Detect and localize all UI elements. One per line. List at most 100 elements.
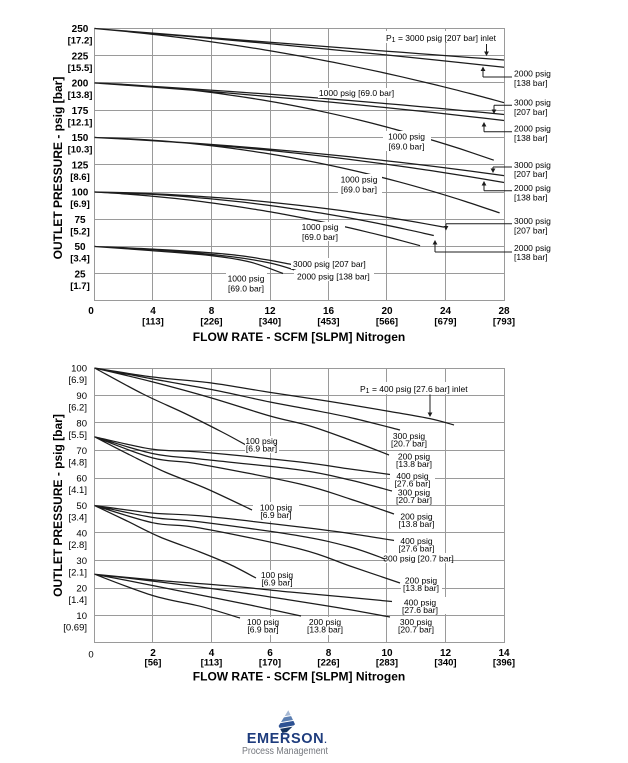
svg-text:[12.1]: [12.1] [68, 117, 93, 128]
svg-text:3000 psig: 3000 psig [514, 160, 551, 170]
svg-text:1000 psig: 1000 psig [228, 274, 265, 284]
svg-text:12: 12 [264, 306, 276, 317]
svg-text:[6.9 bar]: [6.9 bar] [247, 625, 278, 635]
svg-text:[5.5]: [5.5] [69, 430, 88, 441]
svg-text:[340]: [340] [434, 658, 456, 669]
svg-text:[20.7 bar]: [20.7 bar] [398, 625, 434, 635]
svg-text:[20.7 bar]: [20.7 bar] [391, 439, 427, 449]
svg-text:1000 psig [69.0 bar]: 1000 psig [69.0 bar] [319, 88, 394, 98]
svg-text:[6.2]: [6.2] [69, 402, 88, 413]
svg-text:125: 125 [72, 160, 89, 171]
svg-text:400 psig: 400 psig [396, 471, 428, 481]
svg-text:[2.8]: [2.8] [69, 540, 88, 551]
svg-text:[3.4]: [3.4] [69, 512, 88, 523]
svg-text:[113]: [113] [142, 317, 164, 328]
svg-text:OUTLET PRESSURE - psig [bar]: OUTLET PRESSURE - psig [bar] [51, 414, 65, 597]
svg-text:175: 175 [72, 106, 89, 117]
svg-text:100: 100 [72, 188, 89, 199]
svg-text:1000 psig: 1000 psig [341, 175, 378, 185]
svg-text:200 psig: 200 psig [400, 512, 432, 522]
svg-text:12: 12 [440, 648, 452, 659]
svg-text:1000 psig: 1000 psig [302, 222, 339, 232]
svg-text:100 psig: 100 psig [260, 503, 292, 513]
svg-text:300 psig: 300 psig [398, 488, 430, 498]
svg-text:200 psig: 200 psig [398, 452, 430, 462]
svg-text:80: 80 [76, 418, 87, 429]
svg-text:[4.8]: [4.8] [69, 457, 88, 468]
svg-text:25: 25 [74, 269, 86, 280]
svg-text:400 psig: 400 psig [400, 536, 432, 546]
svg-text:2000 psig: 2000 psig [514, 243, 551, 253]
svg-text:[226]: [226] [317, 658, 339, 669]
svg-text:60: 60 [76, 473, 87, 484]
svg-text:[27.6 bar]: [27.6 bar] [402, 605, 438, 615]
svg-text:8: 8 [326, 648, 332, 659]
svg-text:[6.9 bar]: [6.9 bar] [261, 578, 292, 588]
svg-text:50: 50 [74, 242, 86, 253]
svg-text:[6.9 bar]: [6.9 bar] [246, 444, 277, 454]
svg-text:[69.0 bar]: [69.0 bar] [389, 142, 425, 152]
svg-text:[4.1]: [4.1] [69, 485, 88, 496]
svg-text:[226]: [226] [200, 317, 222, 328]
svg-text:4: 4 [150, 306, 156, 317]
svg-text:20: 20 [76, 583, 87, 594]
svg-text:FLOW RATE - SCFM [SLPM] Nitrog: FLOW RATE - SCFM [SLPM] Nitrogen [193, 330, 405, 344]
svg-text:200: 200 [72, 79, 89, 90]
svg-text:[207 bar]: [207 bar] [514, 107, 548, 117]
svg-text:[793]: [793] [493, 317, 515, 328]
svg-text:20: 20 [381, 306, 393, 317]
svg-text:90: 90 [76, 391, 87, 402]
svg-text:24: 24 [440, 306, 452, 317]
svg-text:[17.2]: [17.2] [68, 36, 93, 47]
svg-text:[138 bar]: [138 bar] [514, 133, 548, 143]
svg-text:2000 psig: 2000 psig [514, 124, 551, 134]
svg-text:250: 250 [72, 24, 89, 35]
svg-text:[1.4]: [1.4] [69, 595, 88, 606]
svg-text:150: 150 [72, 133, 89, 144]
svg-text:300 psig: 300 psig [400, 617, 432, 627]
svg-text:100: 100 [71, 363, 87, 374]
svg-text:30: 30 [76, 556, 87, 567]
svg-text:[1.7]: [1.7] [70, 281, 90, 292]
svg-text:[27.6 bar]: [27.6 bar] [399, 544, 435, 554]
svg-text:[69.0 bar]: [69.0 bar] [341, 185, 377, 195]
svg-text:[679]: [679] [434, 317, 456, 328]
svg-text:[56]: [56] [145, 658, 162, 669]
svg-text:[13.8]: [13.8] [68, 90, 93, 101]
svg-text:3000 psig [207 bar]: 3000 psig [207 bar] [293, 259, 366, 269]
svg-text:[138 bar]: [138 bar] [514, 78, 548, 88]
svg-text:[6.9]: [6.9] [69, 375, 88, 386]
svg-text:OUTLET PRESSURE - psig [bar]: OUTLET PRESSURE - psig [bar] [51, 77, 65, 260]
svg-text:50: 50 [76, 501, 87, 512]
svg-text:[5.2]: [5.2] [70, 226, 90, 237]
svg-text:400 psig: 400 psig [404, 598, 436, 608]
svg-text:[138 bar]: [138 bar] [514, 252, 548, 262]
svg-text:0: 0 [88, 306, 94, 317]
svg-text:[566]: [566] [376, 317, 398, 328]
svg-text:[6.9 bar]: [6.9 bar] [260, 510, 291, 520]
svg-text:75: 75 [74, 215, 86, 226]
svg-text:28: 28 [498, 306, 510, 317]
svg-text:2000 psig: 2000 psig [514, 183, 551, 193]
svg-text:40: 40 [76, 528, 87, 539]
svg-text:1000 psig: 1000 psig [388, 132, 425, 142]
svg-text:0: 0 [88, 650, 93, 661]
svg-text:[13.8 bar]: [13.8 bar] [307, 625, 343, 635]
svg-text:[20.7 bar]: [20.7 bar] [396, 495, 432, 505]
svg-text:2000 psig: 2000 psig [514, 69, 551, 79]
svg-text:6: 6 [267, 648, 273, 659]
svg-text:200 psig: 200 psig [309, 617, 341, 627]
svg-text:[207 bar]: [207 bar] [514, 226, 548, 236]
svg-text:[69.0 bar]: [69.0 bar] [228, 284, 264, 294]
svg-text:FLOW RATE - SCFM [SLPM] Nitrog: FLOW RATE - SCFM [SLPM] Nitrogen [193, 670, 405, 684]
svg-text:[0.69]: [0.69] [63, 622, 87, 633]
svg-text:[13.8 bar]: [13.8 bar] [396, 459, 432, 469]
svg-text:Process Management: Process Management [242, 746, 328, 757]
svg-text:100 psig: 100 psig [247, 617, 279, 627]
svg-text:P1 = 400 psig [27.6 bar] inlet: P1 = 400 psig [27.6 bar] inlet [360, 384, 468, 395]
svg-text:[396]: [396] [493, 658, 515, 669]
svg-text:[15.5]: [15.5] [68, 63, 93, 74]
svg-text:[69.0 bar]: [69.0 bar] [302, 232, 338, 242]
svg-text:14: 14 [498, 648, 510, 659]
svg-text:10: 10 [381, 648, 393, 659]
